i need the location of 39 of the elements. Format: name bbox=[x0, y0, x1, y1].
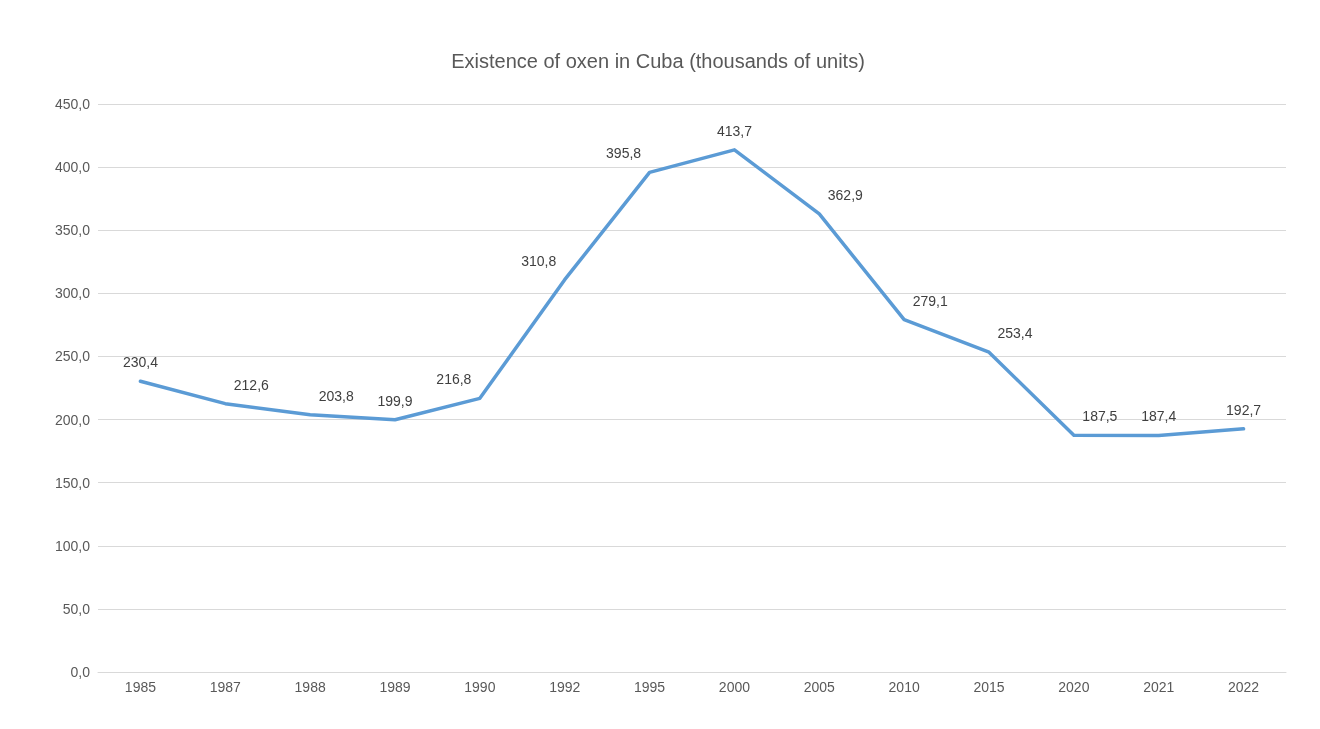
data-label: 310,8 bbox=[521, 252, 557, 269]
y-tick-label: 300,0 bbox=[54, 285, 91, 302]
y-tick-label: 400,0 bbox=[54, 159, 91, 176]
x-tick-label: 2010 bbox=[888, 679, 920, 695]
data-label: 187,4 bbox=[1141, 408, 1177, 425]
y-tick-label: 450,0 bbox=[54, 96, 91, 112]
y-tick-label: 50,0 bbox=[62, 600, 91, 617]
x-tick-label: 1987 bbox=[209, 679, 242, 695]
x-tick-label: 1992 bbox=[549, 679, 581, 695]
x-tick-label: 2020 bbox=[1058, 679, 1090, 695]
x-tick-label: 2000 bbox=[718, 679, 751, 695]
data-label: 216,8 bbox=[436, 371, 472, 388]
x-tick-label: 1990 bbox=[464, 679, 496, 695]
x-tick-label: 2005 bbox=[803, 679, 836, 695]
x-tick-label: 1985 bbox=[124, 679, 157, 695]
chart-title: Existence of oxen in Cuba (thousands of units) bbox=[451, 50, 865, 72]
x-tick-label: 1989 bbox=[379, 679, 411, 695]
y-tick-label: 100,0 bbox=[54, 537, 91, 554]
data-label: 187,5 bbox=[1082, 408, 1118, 425]
data-label: 192,7 bbox=[1226, 401, 1262, 418]
data-label: 199,9 bbox=[377, 392, 413, 409]
data-label: 413,7 bbox=[716, 122, 753, 139]
data-label: 362,9 bbox=[827, 186, 864, 203]
data-label: 253,4 bbox=[997, 325, 1033, 342]
data-label: 212,6 bbox=[233, 376, 270, 393]
x-tick-label: 2022 bbox=[1227, 679, 1260, 695]
data-label: 203,8 bbox=[318, 387, 354, 404]
x-tick-label: 2021 bbox=[1143, 679, 1175, 695]
y-tick-label: 350,0 bbox=[54, 222, 91, 239]
x-tick-label: 1988 bbox=[294, 679, 326, 695]
x-tick-label: 2015 bbox=[973, 679, 1005, 695]
data-label: 279,1 bbox=[912, 292, 948, 309]
data-label: 395,8 bbox=[606, 145, 642, 162]
y-tick-label: 250,0 bbox=[54, 348, 91, 365]
x-tick-label: 1995 bbox=[633, 679, 666, 695]
y-tick-label: 150,0 bbox=[54, 474, 91, 491]
data-label: 230,4 bbox=[122, 354, 159, 371]
y-tick-label: 200,0 bbox=[54, 411, 91, 428]
y-tick-label: 0,0 bbox=[70, 664, 91, 680]
